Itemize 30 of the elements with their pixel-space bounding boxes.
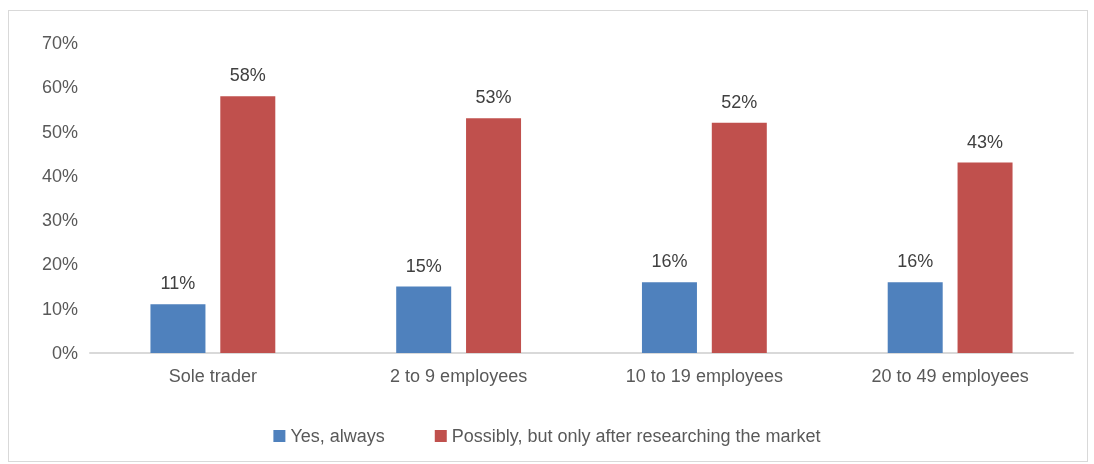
y-tick-label: 0% [51,343,78,363]
y-tick-label: 60% [41,77,78,98]
x-tick-label: 10 to 19 employees [625,366,783,386]
y-tick-label: 70% [41,33,78,53]
x-tick-label: 20 to 49 employees [871,366,1029,386]
bar [887,282,943,353]
y-tick-label: 30% [41,210,78,231]
legend-label: Yes, always [290,426,385,446]
data-label: 43% [967,131,1004,152]
data-label: 11% [160,273,196,294]
data-label: 16% [897,251,934,272]
y-tick-label: 20% [41,254,78,275]
bar [711,122,767,353]
data-label: 53% [475,87,512,108]
x-tick-label: 2 to 9 employees [390,366,528,386]
y-tick-label: 50% [41,121,78,142]
bar [150,304,206,353]
data-label: 16% [651,251,688,272]
data-label: 52% [721,91,758,112]
data-label: 58% [229,65,266,86]
bar [466,118,522,353]
y-tick-label: 10% [41,298,78,319]
x-tick-label: Sole trader [168,366,257,386]
bar [396,286,452,353]
bar [957,162,1013,353]
bar [641,282,697,353]
y-tick-label: 40% [41,165,78,186]
legend-label: Possibly, but only after researching the market [451,426,821,446]
data-label: 15% [405,255,442,276]
bar [220,96,276,353]
